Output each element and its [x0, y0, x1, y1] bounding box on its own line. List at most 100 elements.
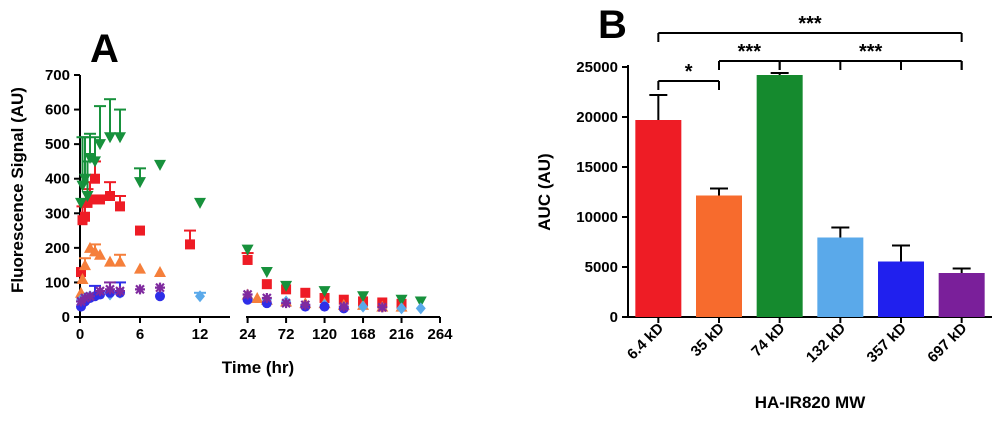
significance-label: ***	[738, 41, 762, 63]
chart-a-point	[318, 286, 331, 298]
chart-b-y-tick-label: 15000	[576, 159, 618, 176]
chart-a-point	[114, 132, 126, 144]
chart-b-bar	[756, 75, 803, 317]
chart-a-point	[79, 259, 91, 271]
chart-a-x-tick-label: 168	[351, 326, 376, 343]
chart-a: 0 100 200 300 400 500 600 700 0 6 12 24 72 120 168 216 2…	[45, 67, 453, 343]
chart-b-x-tick-label: 74 kD	[748, 320, 788, 360]
chart-a-point	[281, 298, 292, 309]
significance-label: *	[685, 61, 693, 83]
chart-a-series	[75, 241, 408, 312]
chart-a-y-tick-label: 100	[45, 274, 70, 291]
chart-a-point	[395, 294, 408, 306]
chart-a-x-tick-label: 216	[389, 326, 414, 343]
chart-b-bar	[696, 195, 742, 317]
chart-b-x-tick-label: 697 kD	[924, 320, 970, 366]
chart-a-point	[105, 191, 115, 201]
chart-a-point	[300, 299, 311, 310]
chart-a-y-tick-label: 400	[45, 171, 70, 188]
chart-a-point	[94, 248, 106, 260]
chart-a-point	[242, 289, 253, 300]
chart-a-x-tick-label: 12	[192, 326, 209, 343]
chart-a-point	[194, 197, 206, 209]
chart-b-x-tick-label: 132 kD	[803, 320, 849, 366]
chart-b-bar	[635, 120, 682, 317]
chart-a-y-tick-label: 600	[45, 102, 70, 119]
chart-a-point	[338, 301, 349, 312]
chart-a-point	[114, 255, 126, 267]
chart-b-y-axis-label: AUC (AU)	[535, 153, 554, 230]
chart-a-series	[75, 98, 427, 308]
chart-a-point	[105, 284, 115, 295]
chart-a-y-tick-label: 700	[45, 67, 70, 84]
chart-a-point	[95, 194, 105, 205]
significance-bracket: *	[657, 61, 720, 90]
chart-a-point	[84, 152, 96, 164]
panel-label-b: B	[598, 3, 627, 47]
chart-b-y-tick-label: 25000	[576, 59, 618, 76]
chart-b-x-axis-label: HA-IR820 MW	[755, 393, 866, 412]
chart-a-point	[135, 225, 145, 236]
chart-b-bar	[938, 273, 985, 317]
chart-a-point	[195, 290, 205, 303]
chart-a-point	[414, 296, 427, 308]
significance-bracket: ***	[778, 41, 963, 70]
chart-a-series	[76, 281, 388, 313]
chart-a-x-axis-label: Time (hr)	[222, 358, 294, 377]
chart-a-point	[80, 292, 90, 303]
chart-a-x-tick-label: 0	[76, 326, 84, 343]
chart-a-point	[90, 173, 100, 184]
chart-a-y-tick-label: 300	[45, 205, 70, 222]
chart-b-x-tick-label: 35 kD	[688, 320, 728, 360]
chart-a-point	[357, 291, 370, 303]
chart-a-point	[280, 280, 293, 292]
chart-a-point	[154, 159, 166, 171]
chart-a-point	[85, 194, 95, 205]
chart-a-point	[241, 244, 254, 256]
significance-bracket: ***	[657, 13, 963, 42]
chart-b-x-tick-label: 357 kD	[864, 320, 910, 366]
chart-a-point	[261, 292, 272, 303]
chart-a-point	[135, 284, 145, 295]
chart-a-x-tick-label: 6	[136, 326, 144, 343]
chart-a-point	[104, 132, 116, 144]
chart-a-point	[95, 286, 105, 297]
chart-a-y-tick-label: 500	[45, 136, 70, 153]
chart-a-point	[76, 267, 86, 278]
chart-a-y-tick-label: 0	[62, 309, 70, 326]
chart-b-bar	[878, 261, 924, 317]
chart-a-point	[319, 301, 330, 312]
panel-label-a: A	[90, 27, 119, 71]
chart-a-point	[155, 282, 165, 293]
chart-a-x-tick-label: 24	[239, 326, 256, 343]
chart-a-point	[94, 139, 106, 151]
chart-a-y-axis-label: Fluorescence Signal (AU)	[8, 87, 27, 293]
chart-a-point	[134, 177, 146, 189]
chart-a-point	[104, 255, 116, 267]
chart-a-point	[89, 156, 101, 168]
chart-a-point	[115, 286, 125, 297]
chart-b: 0 5000 10000 15000 20000 25000 6.4 kD 35 kD 74 k…	[576, 13, 992, 366]
chart-a-point	[154, 266, 166, 278]
chart-a-point	[261, 279, 272, 290]
chart-a-point	[251, 291, 264, 303]
chart-a-point	[396, 302, 407, 315]
chart-a-point	[134, 262, 146, 274]
chart-b-y-tick-label: 0	[610, 309, 618, 326]
chart-a-point	[85, 291, 95, 302]
chart-a-point	[377, 302, 388, 313]
chart-b-y-tick-label: 5000	[585, 259, 618, 276]
chart-b-x-tick-label: 6.4 kD	[624, 320, 667, 363]
chart-a-point	[358, 300, 369, 313]
chart-a-point	[76, 272, 89, 284]
chart-b-bar	[817, 237, 864, 317]
chart-a-series	[76, 160, 407, 309]
chart-a-y-tick-label: 200	[45, 240, 70, 257]
chart-a-point	[155, 291, 165, 302]
chart-a-point	[260, 267, 273, 279]
chart-a-point	[75, 197, 87, 209]
significance-bracket: ***	[718, 41, 781, 70]
chart-a-point	[242, 254, 253, 265]
